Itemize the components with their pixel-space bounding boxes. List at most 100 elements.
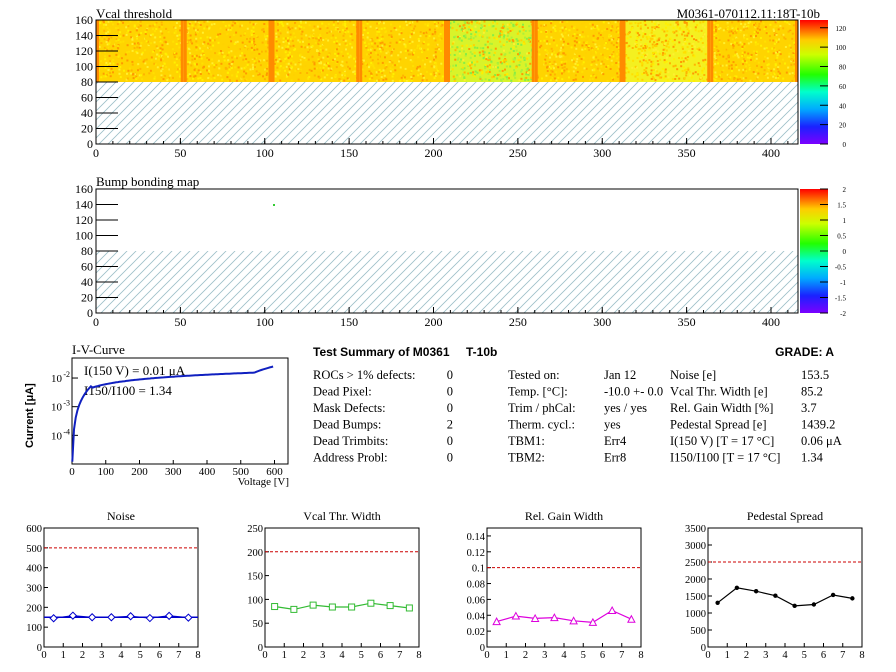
pixel-mark: [299, 53, 302, 56]
pixel-mark: [663, 77, 666, 80]
pixel-mark: [216, 76, 219, 79]
pixel-mark: [553, 28, 556, 31]
mini-x-tick-label: 6: [600, 650, 605, 661]
pixel-mark: [105, 29, 108, 32]
pixel-mark: [208, 65, 210, 68]
mini-x-tick-label: 6: [157, 650, 162, 661]
pixel-mark: [780, 69, 783, 72]
pixel-mark: [476, 60, 479, 63]
pixel-mark: [228, 51, 231, 54]
pixel-mark: [413, 49, 416, 51]
pixel-mark: [273, 20, 276, 23]
pixel-mark: [157, 58, 160, 61]
pixel-mark: [653, 26, 656, 29]
mini-y-tick-label: 300: [26, 584, 42, 595]
pixel-mark: [449, 70, 452, 73]
pixel-mark: [439, 49, 442, 52]
pixel-mark: [741, 43, 744, 46]
pixel-mark: [455, 64, 457, 67]
pixel-mark: [432, 43, 435, 45]
pixel-mark: [110, 49, 113, 52]
pixel-mark: [642, 32, 645, 35]
pixel-mark: [682, 60, 685, 63]
pixel-mark: [312, 29, 315, 32]
pixel-mark: [713, 64, 716, 67]
pixel-mark: [525, 71, 528, 74]
pixel-mark: [152, 72, 155, 75]
pixel-mark: [224, 25, 227, 27]
pixel-mark: [603, 46, 606, 49]
pixel-mark: [645, 55, 647, 58]
pixel-mark: [756, 27, 759, 30]
pixel-mark: [343, 32, 346, 35]
pixel-mark: [187, 76, 190, 78]
pixel-mark: [419, 34, 422, 37]
pixel-mark: [196, 44, 199, 47]
pixel-mark: [249, 21, 252, 24]
pixel-mark: [327, 62, 329, 65]
pixel-mark: [645, 59, 648, 62]
pixel-mark: [167, 70, 170, 73]
pixel-mark: [746, 51, 749, 54]
iv-y-tick-exponent: -3: [63, 399, 70, 408]
pixel-mark: [481, 35, 484, 38]
pixel-mark: [210, 77, 213, 80]
pixel-mark: [186, 47, 188, 50]
pixel-mark: [342, 31, 345, 34]
data-point: [309, 601, 317, 609]
pixel-mark: [766, 76, 769, 79]
pixel-mark: [512, 25, 515, 28]
pixel-mark: [744, 27, 747, 30]
pixel-mark: [242, 58, 245, 61]
pixel-mark: [235, 31, 238, 34]
pixel-mark: [404, 56, 407, 59]
pixel-mark: [276, 60, 279, 63]
pixel-mark: [108, 37, 110, 40]
pixel-mark: [210, 23, 213, 26]
pixel-mark: [675, 34, 678, 37]
pixel-mark: [421, 72, 424, 75]
pixel-mark: [561, 66, 564, 69]
pixel-mark: [594, 25, 597, 28]
pixel-mark: [693, 55, 696, 58]
iv-x-tick-label: 200: [131, 466, 148, 478]
pixel-mark: [513, 58, 516, 61]
pixel-mark: [639, 21, 642, 24]
mini-y-tick-label: 100: [26, 623, 42, 634]
pixel-mark: [580, 58, 583, 60]
pixel-mark: [470, 20, 473, 23]
pixel-mark: [391, 68, 394, 71]
pixel-mark: [736, 27, 739, 30]
pixel-mark: [135, 75, 138, 78]
pixel-mark: [775, 51, 777, 54]
pixel-mark: [693, 45, 696, 48]
pixel-mark: [217, 55, 220, 58]
pixel-mark: [132, 77, 135, 80]
pixel-mark: [773, 33, 776, 36]
pixel-mark: [501, 69, 504, 72]
summary-mid-value: Err4: [604, 434, 627, 448]
pixel-mark: [244, 45, 247, 48]
pixel-mark: [299, 47, 302, 50]
pixel-mark: [752, 71, 755, 73]
pixel-mark: [328, 30, 331, 33]
pixel-mark: [493, 20, 496, 23]
pixel-mark: [598, 32, 600, 35]
pixel-mark: [460, 68, 463, 70]
pixel-mark: [98, 32, 101, 35]
pixel-mark: [150, 56, 153, 59]
pixel-mark: [456, 74, 459, 77]
pixel-mark: [264, 35, 267, 38]
pixel-mark: [104, 72, 107, 75]
pixel-mark: [722, 55, 725, 58]
pixel-mark: [692, 54, 695, 57]
pixel-mark: [167, 78, 170, 81]
pixel-mark: [508, 39, 511, 42]
pixel-mark: [765, 47, 768, 49]
pixel-mark: [148, 25, 151, 28]
pixel-mark: [607, 65, 610, 68]
pixel-mark: [107, 73, 110, 76]
pixel-mark: [578, 41, 581, 44]
pixel-mark: [384, 67, 387, 70]
pixel-mark: [617, 40, 620, 43]
